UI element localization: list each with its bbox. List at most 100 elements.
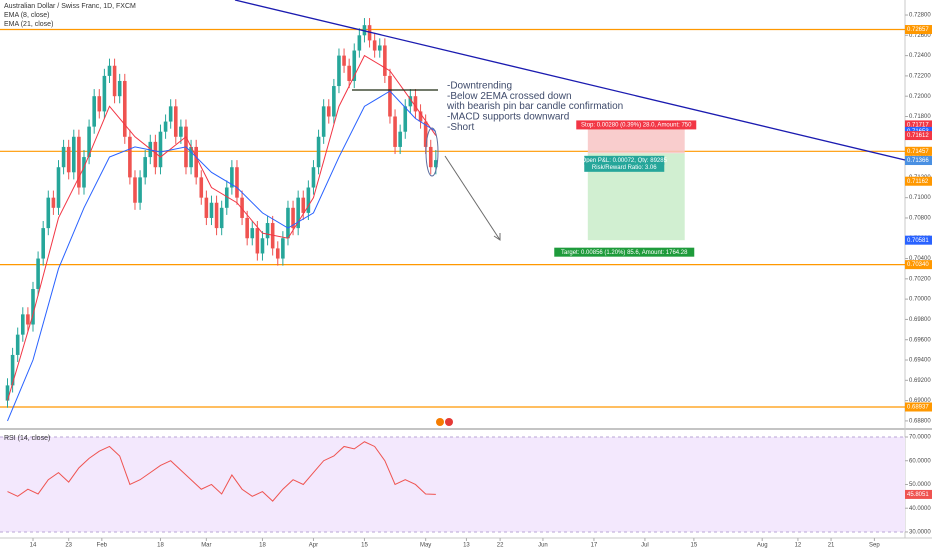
- candle-body: [10, 354, 15, 386]
- candle-body: [408, 96, 413, 107]
- candle-body: [230, 167, 234, 188]
- price-label: 0.70581: [907, 238, 929, 244]
- candle-body: [255, 228, 260, 254]
- x-tick-label: 15: [361, 543, 368, 549]
- price-label-box: [905, 176, 932, 186]
- candle-body: [102, 75, 107, 112]
- price-label-box: [905, 25, 932, 35]
- price-label: 45.8051: [907, 492, 929, 498]
- price-label: 0.68937: [907, 405, 929, 411]
- price-label-box: [905, 235, 932, 245]
- y-tick-label: 0.70000: [909, 297, 931, 303]
- candle-body: [214, 202, 219, 229]
- price-label-box: [905, 120, 932, 130]
- candle-body: [163, 121, 168, 132]
- candle-body: [296, 197, 300, 229]
- candle-body: [71, 136, 76, 173]
- position-label: Risk/Reward Ratio: 3.06: [592, 165, 657, 171]
- candle-body: [332, 86, 336, 117]
- candle-body: [301, 197, 306, 213]
- stop-zone: [587, 124, 685, 154]
- annotation-text: -Downtrending: [447, 81, 512, 92]
- price-label-box: [905, 402, 932, 412]
- price-label-box: [905, 156, 932, 166]
- x-tick-label: 12: [795, 543, 802, 549]
- candle-body: [362, 25, 367, 36]
- arrow-head: [493, 233, 501, 241]
- y-tick-label: 0.72800: [909, 13, 931, 19]
- candle-body: [117, 80, 122, 97]
- x-tick-label: Feb: [97, 543, 108, 549]
- position-label-box: [576, 120, 697, 130]
- candle-body: [97, 96, 102, 112]
- candle-body: [306, 187, 311, 213]
- x-tick-label: 14: [30, 543, 37, 549]
- candle-body: [122, 80, 127, 137]
- y-tick-label: 0.69800: [909, 317, 931, 323]
- candle-body: [168, 106, 173, 122]
- x-tick-label: Mar: [201, 543, 211, 549]
- annotation-text: -Below 2EMA crossed down: [447, 91, 572, 102]
- candle-body: [153, 141, 158, 168]
- y-tick-label: 0.72600: [909, 33, 931, 39]
- pin-bar-highlight: [425, 127, 439, 177]
- candle-body: [204, 197, 209, 218]
- forecast-arrow: [444, 155, 501, 241]
- candle-body: [66, 146, 71, 173]
- candle-body: [31, 288, 35, 325]
- candle-body: [143, 157, 147, 178]
- candle-body: [20, 314, 25, 335]
- candle-body: [219, 207, 224, 229]
- candle-body: [418, 111, 423, 122]
- y-tick-label: 0.70200: [909, 276, 931, 282]
- candle-body: [321, 106, 326, 137]
- candle-body: [189, 146, 193, 168]
- candle-body: [352, 50, 357, 81]
- position-label: Target: 0.00856 (1.20%) 85.6, Amount: 17…: [561, 250, 688, 256]
- candle-body: [194, 146, 198, 178]
- x-tick-label: Apr: [309, 543, 318, 549]
- x-tick-label: 18: [157, 543, 164, 549]
- candle-body: [158, 131, 163, 168]
- candle-body: [26, 314, 30, 325]
- x-tick-label: Sep: [869, 543, 880, 549]
- y-tick-label: 0.70800: [909, 216, 931, 222]
- event-icon: [445, 418, 453, 426]
- candle-body: [337, 55, 341, 87]
- position-label-box: [554, 247, 695, 257]
- x-tick-label: Aug: [757, 543, 768, 549]
- price-label: 0.71717: [907, 122, 929, 128]
- candle-body: [51, 197, 56, 208]
- candle-body: [403, 106, 408, 132]
- y-tick-label: 70.0000: [909, 435, 931, 441]
- annotation-text: -MACD supports downward: [447, 112, 569, 123]
- candle-body: [61, 146, 66, 168]
- candle-body: [15, 334, 20, 355]
- price-label: 0.70340: [907, 262, 929, 268]
- x-tick-label: 15: [691, 543, 698, 549]
- candle-body: [41, 228, 45, 259]
- x-tick-label: 18: [259, 543, 266, 549]
- y-tick-label: 0.69000: [909, 398, 931, 404]
- indicator-legend: EMA (21, close): [4, 21, 53, 28]
- candle-body: [199, 177, 204, 198]
- candle-body: [245, 217, 249, 239]
- candle-body: [224, 187, 229, 208]
- candle-body: [311, 167, 316, 188]
- candle-body: [82, 157, 86, 188]
- price-label-box: [905, 146, 932, 156]
- candle-body: [173, 106, 178, 137]
- price-label: 0.71612: [907, 133, 929, 139]
- candle-body: [393, 116, 397, 147]
- x-tick-label: Jul: [641, 543, 649, 549]
- candle-body: [260, 238, 265, 254]
- candle-body: [291, 207, 295, 229]
- candle-body: [286, 207, 290, 239]
- candle-body: [138, 177, 142, 203]
- price-label: 0.72657: [907, 27, 929, 33]
- indicator-legend: RSI (14, close): [4, 435, 50, 442]
- candle-body: [275, 248, 280, 259]
- candle-body: [342, 55, 346, 66]
